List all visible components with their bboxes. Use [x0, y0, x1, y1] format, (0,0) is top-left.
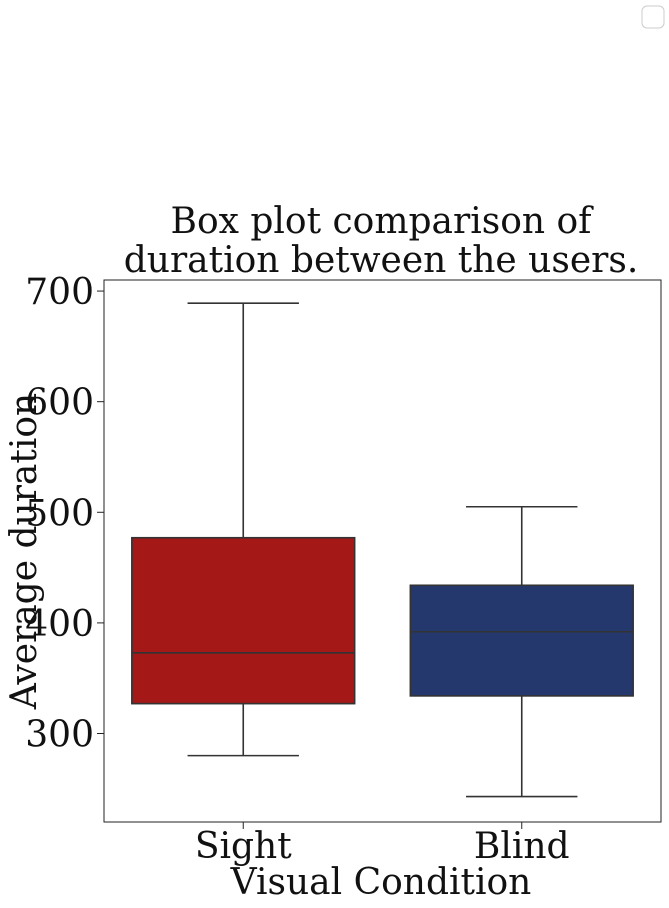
boxes-group — [131, 302, 634, 798]
x-tick-label: Blind — [474, 826, 570, 867]
y-tick-label: 600 — [25, 383, 94, 424]
chart-title-line-1: Box plot comparison of — [171, 201, 595, 242]
y-tick-label: 700 — [25, 272, 94, 313]
y-tick-label: 400 — [25, 604, 94, 645]
y-axis-label: Average duration — [4, 393, 45, 710]
y-tick-label: 500 — [25, 493, 94, 534]
iqr-box — [131, 536, 356, 705]
box-sight — [131, 302, 356, 757]
box-blind — [409, 505, 634, 798]
iqr-box — [409, 584, 634, 697]
x-axis-label: Visual Condition — [230, 862, 532, 903]
chart-title-line-2: duration between the users. — [124, 240, 639, 281]
legend-box — [641, 5, 665, 29]
y-tick-label: 300 — [25, 715, 94, 756]
x-axis: Sight Blind — [195, 822, 570, 867]
y-axis: 300 400 500 600 700 — [25, 272, 104, 756]
x-tick-label: Sight — [195, 826, 292, 867]
